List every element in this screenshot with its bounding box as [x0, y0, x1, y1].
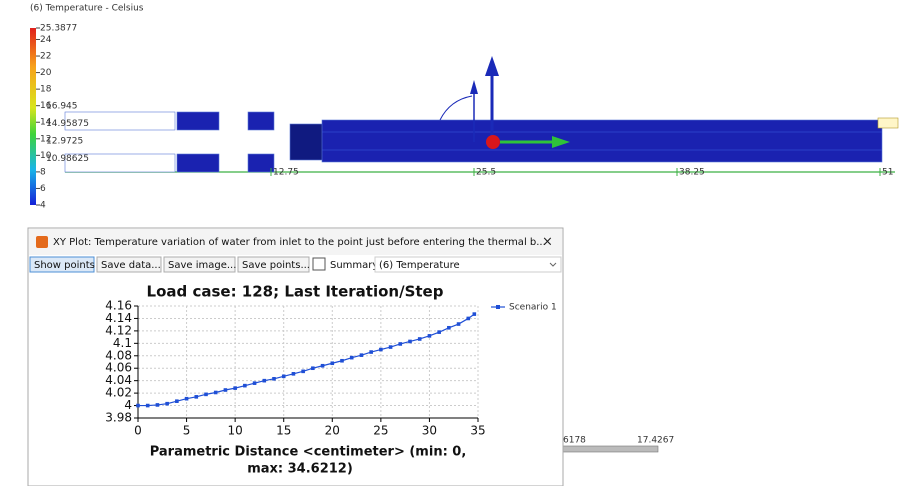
data-point: [165, 402, 169, 406]
colorbar-label: 18: [40, 85, 52, 95]
x-tick-label: 15: [276, 424, 291, 438]
data-point: [447, 326, 451, 330]
data-point: [224, 388, 228, 392]
data-point: [473, 312, 477, 316]
data-point: [418, 337, 422, 341]
colorbar-label: 24: [40, 35, 52, 45]
colorbar-label: 4: [40, 201, 46, 211]
legend-marker: [496, 305, 500, 309]
colorbar-label: 20: [40, 68, 52, 78]
close-button[interactable]: ×: [542, 235, 553, 250]
x-tick-label: 10: [228, 424, 243, 438]
data-point: [185, 397, 189, 401]
callout: [878, 118, 898, 128]
data-point: [156, 403, 160, 407]
data-point: [194, 395, 198, 399]
rotation-arc: [440, 96, 472, 120]
data-point: [330, 361, 334, 365]
y-tick-label: 4: [124, 398, 132, 412]
data-point: [350, 356, 354, 360]
x-axis-label: max: 34.6212): [247, 462, 353, 477]
probe-label: 10.98625: [46, 154, 89, 164]
button-label: Save image...: [168, 260, 236, 271]
probe-label: 16.945: [46, 102, 78, 112]
data-point: [321, 364, 325, 368]
y-tick-label: 4.08: [105, 348, 132, 362]
axis-arrow-head: [485, 56, 499, 76]
data-point: [292, 372, 296, 376]
scale-label: 17.4267: [637, 436, 674, 446]
colorbar: [30, 28, 36, 205]
y-tick-label: 3.98: [105, 411, 132, 425]
x-tick-label: 25: [373, 424, 388, 438]
data-point: [379, 348, 383, 352]
colorbar-label: 22: [40, 52, 51, 62]
button-label: Show points: [34, 260, 95, 271]
y-tick-label: 4.16: [105, 299, 132, 313]
ruler-label: 51: [882, 168, 893, 178]
x-axis-label: Parametric Distance <centimeter> (min: 0…: [150, 445, 467, 460]
data-point: [272, 377, 276, 381]
plot-title: Load case: 128; Last Iteration/Step: [147, 283, 444, 301]
colorbar-label: 25.3877: [40, 24, 77, 34]
data-point: [136, 404, 140, 408]
data-point: [233, 386, 237, 390]
colorbar-label: 6: [40, 184, 46, 194]
window-title: XY Plot: Temperature variation of water …: [53, 237, 546, 248]
scale-bar: [563, 446, 658, 452]
data-point: [253, 381, 257, 385]
x-tick-label: 5: [183, 424, 191, 438]
ruler-label: 38.25: [679, 168, 705, 178]
y-tick-label: 4.04: [105, 373, 132, 387]
data-point: [146, 404, 150, 408]
data-point: [428, 334, 432, 338]
data-point: [369, 350, 373, 354]
checkbox[interactable]: [313, 258, 325, 270]
app-icon: [36, 236, 48, 248]
data-point: [262, 379, 266, 383]
data-point: [360, 353, 364, 357]
scale-label: 6178: [563, 436, 586, 446]
ruler-label: 12.75: [273, 168, 299, 178]
legend-label: Scenario 1: [509, 303, 557, 313]
data-point: [204, 393, 208, 397]
probe-label: 14.95875: [46, 119, 89, 129]
y-tick-label: 4.06: [105, 361, 132, 375]
x-tick-label: 20: [325, 424, 340, 438]
ruler-label: 25.5: [476, 168, 496, 178]
data-point: [457, 322, 461, 326]
axis-arrow-head: [470, 80, 478, 94]
data-point: [243, 384, 247, 388]
data-point: [408, 340, 412, 344]
dropdown-label: (6) Temperature: [379, 260, 460, 271]
checkbox-label: Summary: [330, 260, 378, 271]
toolbar: Show points Save data... Save image... S…: [30, 257, 561, 272]
screen: (6) Temperature - Celsius 6178 17.4267 2…: [0, 0, 907, 486]
x-tick-label: 30: [422, 424, 437, 438]
x-tick-label: 35: [470, 424, 485, 438]
y-tick-label: 4.12: [105, 323, 132, 337]
origin-marker: [486, 135, 500, 149]
data-point: [437, 330, 441, 334]
colorbar-label: 8: [40, 167, 46, 177]
y-tick-label: 4.14: [105, 311, 132, 325]
data-point: [466, 317, 470, 321]
y-tick-label: 4.02: [105, 386, 132, 400]
data-point: [389, 345, 393, 349]
colorbar-title: (6) Temperature - Celsius: [30, 4, 144, 14]
data-point: [214, 391, 218, 395]
data-point: [398, 342, 402, 346]
data-point: [175, 399, 179, 403]
x-tick-label: 0: [134, 424, 142, 438]
data-point: [311, 366, 315, 370]
probe-label: 12.9725: [46, 137, 83, 147]
xy-plot-dialog: XY Plot: Temperature variation of water …: [28, 0, 563, 486]
data-point: [301, 370, 305, 374]
button-label: Save points...: [242, 260, 310, 271]
y-tick-label: 4.1: [113, 336, 132, 350]
button-label: Save data...: [101, 260, 161, 271]
data-point: [340, 359, 344, 363]
data-point: [282, 375, 286, 379]
